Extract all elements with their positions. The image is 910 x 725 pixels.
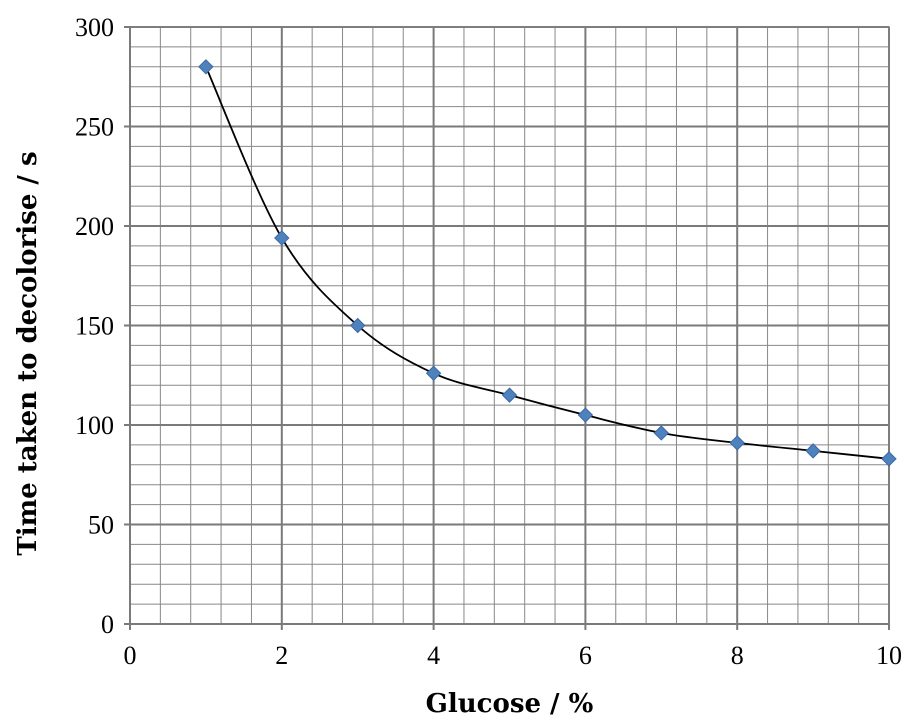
- y-tick-label: 300: [75, 13, 114, 42]
- data-point-diamond: [349, 317, 366, 334]
- data-point-diamond: [274, 230, 290, 246]
- y-tick-label: 250: [75, 113, 114, 142]
- data-point-diamond: [881, 451, 897, 467]
- y-tick-label: 200: [75, 212, 114, 241]
- y-tick-label: 50: [88, 511, 114, 540]
- x-tick-label: 4: [427, 641, 440, 670]
- x-tick-label: 2: [275, 641, 288, 670]
- data-point-diamond: [577, 407, 594, 423]
- data-point-diamond: [805, 443, 821, 459]
- x-tick-label: 8: [731, 641, 744, 670]
- data-point-diamond: [425, 365, 442, 381]
- data-point-diamond: [653, 425, 670, 441]
- y-tick-label: 0: [101, 610, 114, 639]
- data-point-diamond: [198, 59, 214, 75]
- x-tick-label: 6: [579, 641, 592, 670]
- x-axis-title: Glucose / %: [426, 689, 594, 719]
- y-tick-label: 100: [75, 411, 114, 440]
- axes: [124, 26, 890, 630]
- data-points: [198, 59, 897, 467]
- y-axis-title: Time taken to decolorise / s: [13, 151, 43, 555]
- data-point-diamond: [729, 435, 745, 451]
- data-point-diamond: [501, 387, 518, 403]
- x-tick-label: 10: [876, 641, 902, 670]
- y-tick-label: 150: [75, 312, 114, 341]
- major-gridlines: [129, 26, 890, 625]
- x-tick-label: 0: [124, 641, 137, 670]
